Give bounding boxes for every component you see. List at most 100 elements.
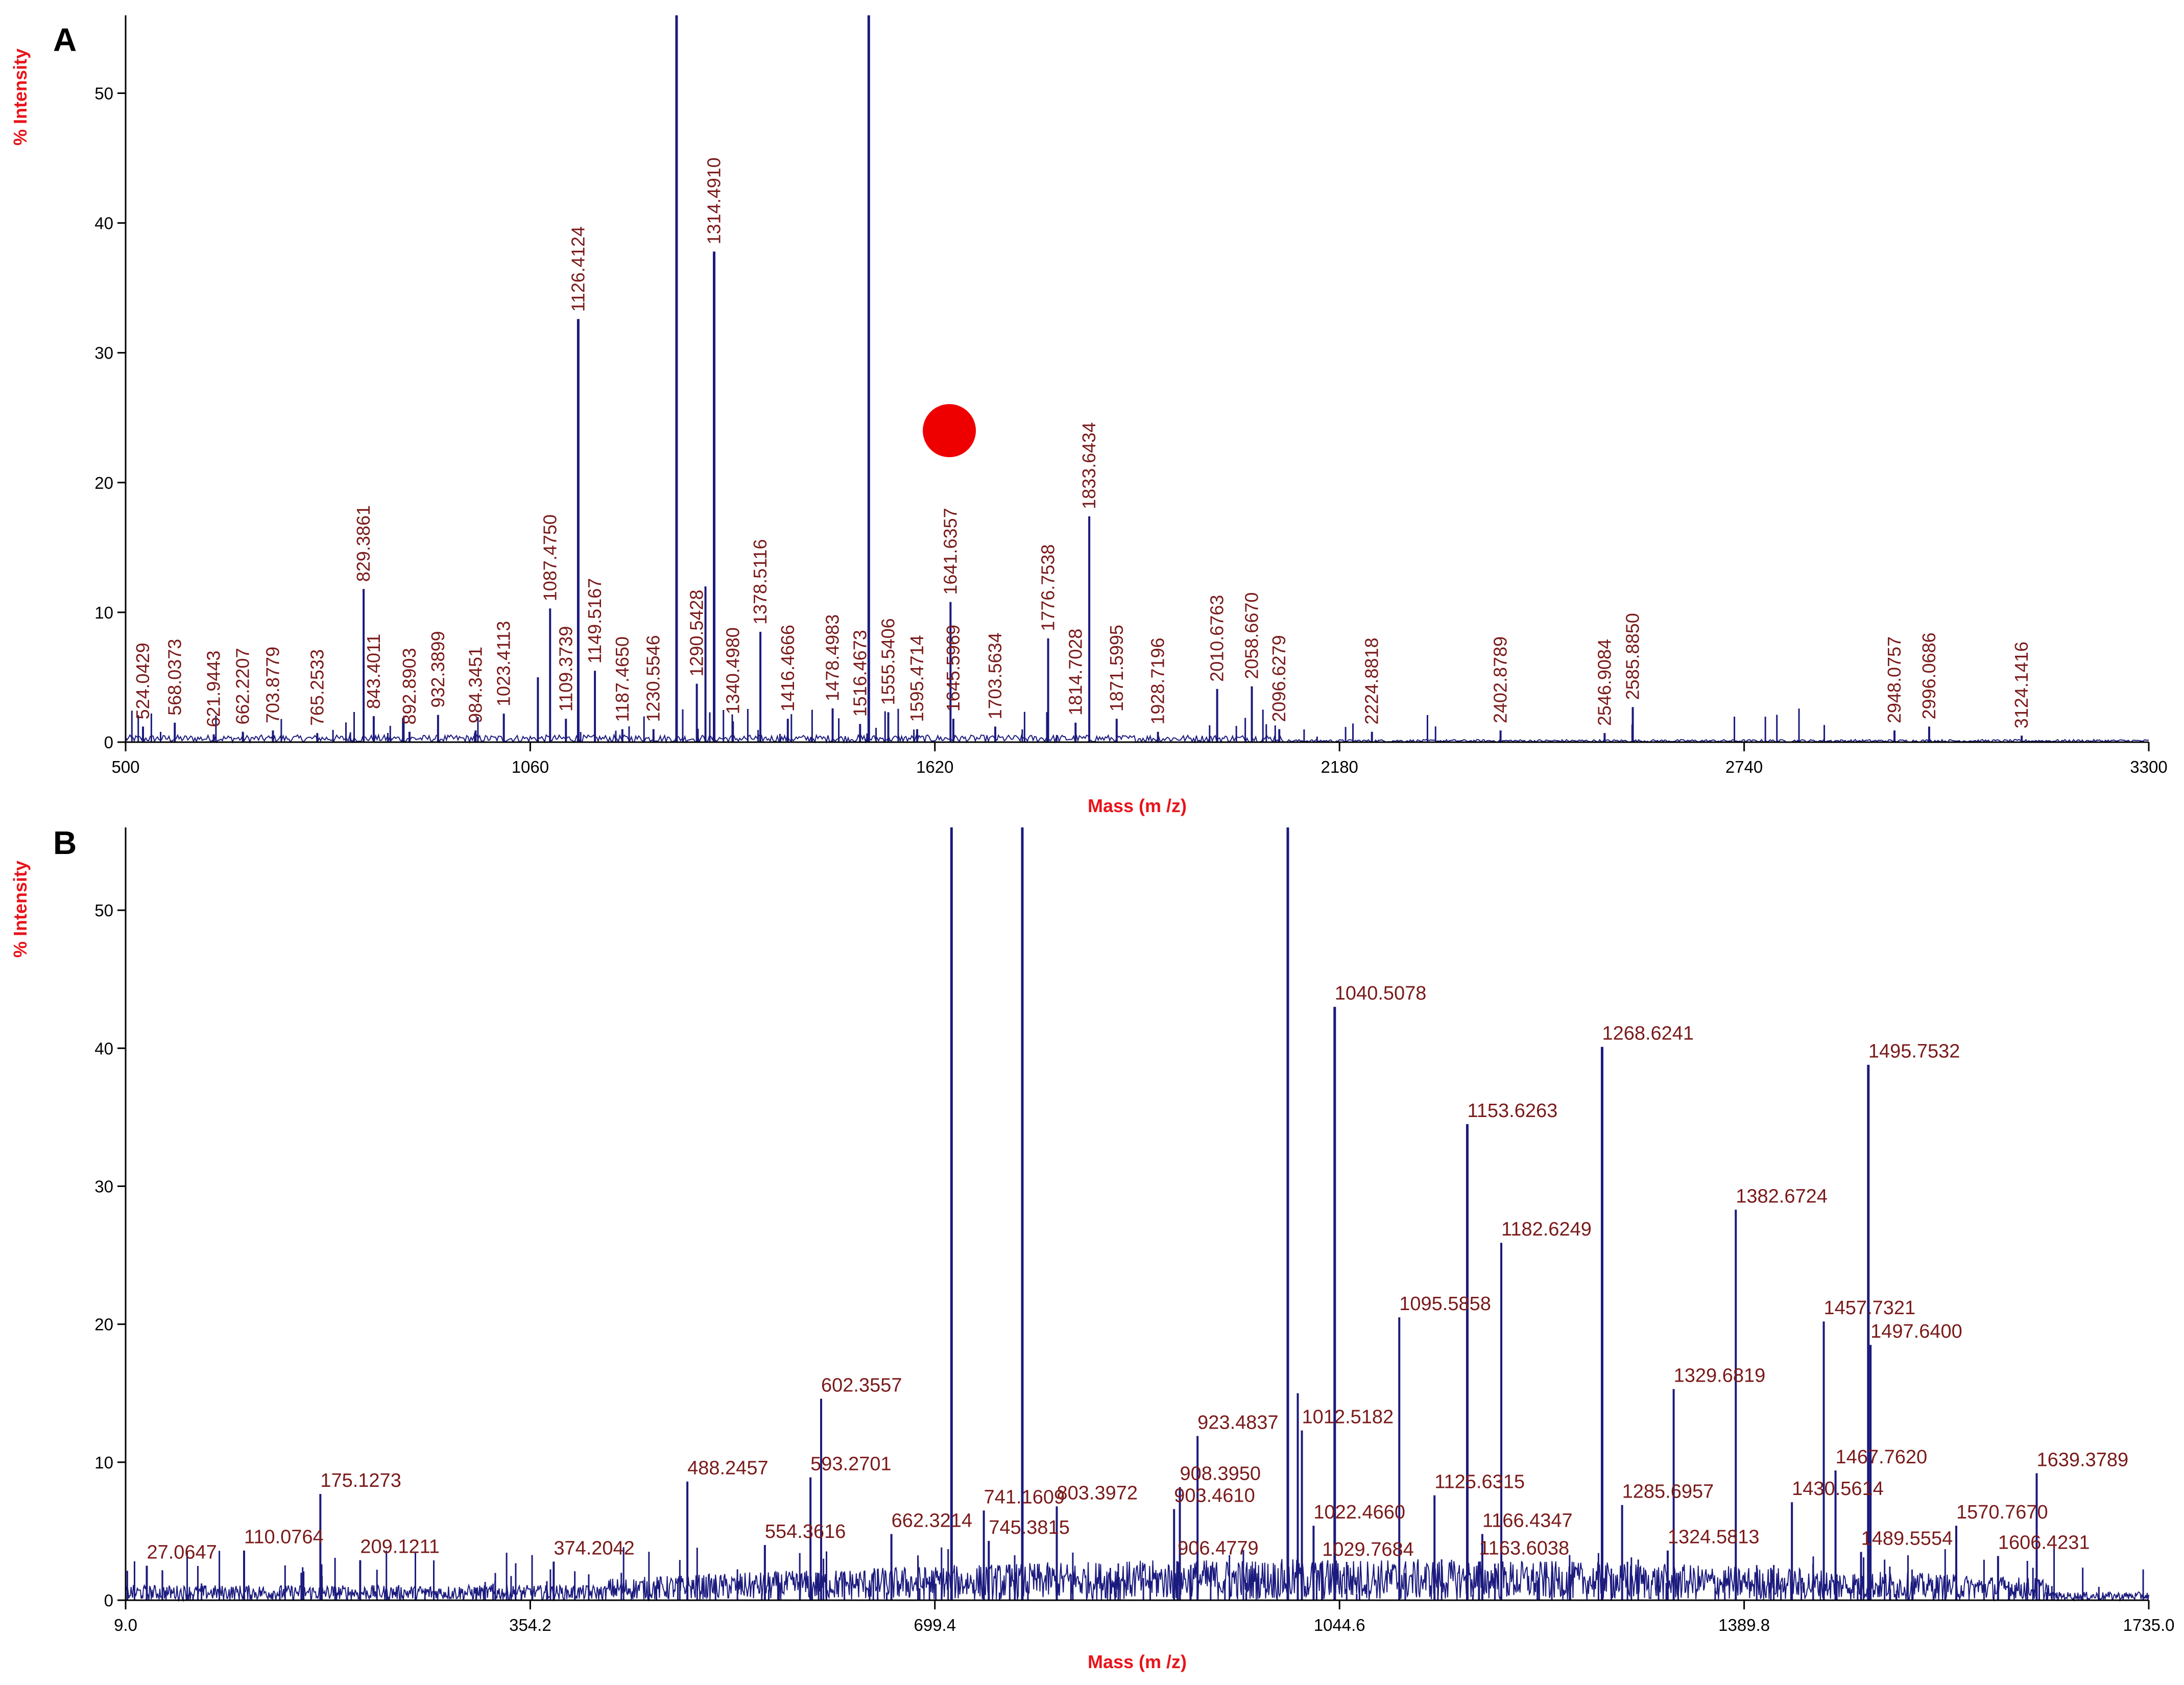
y-tick-label: 20 [94,473,113,492]
y-tick-label: 10 [94,1453,113,1472]
x-axis-title: Mass (m /z) [1088,795,1187,816]
peak-label: 1125.6315 [1434,1472,1525,1493]
peak-label: 745.3815 [989,1517,1070,1538]
y-tick-label: 0 [104,733,113,752]
peak-label: 374.2042 [554,1537,635,1559]
x-tick-label: 2180 [1321,757,1358,776]
y-axis-title: % Intensity [10,861,31,958]
peak-label: 1928.7196 [1147,637,1168,724]
peak-label: 1040.5078 [1335,983,1427,1004]
peak-label: 1814.7028 [1065,629,1086,716]
peak-label: 1833.6434 [1078,422,1099,509]
peak-label: 2585.8850 [1622,613,1643,700]
baseline-trace [125,733,2149,744]
peak-label: 1378.5116 [750,539,771,625]
axes: 0 10 20 30 40 50 9.0 354.2 699.4 1044.6 1389.8 1735… [94,827,2174,1634]
x-tick-label: 3300 [2130,757,2167,776]
peak-label: 1149.5167 [584,578,605,664]
peak-label: 1314.4910 [704,157,725,244]
peak-label: 908.3950 [1180,1463,1261,1484]
x-axis-title: Mass (m /z) [1088,1651,1187,1672]
peak-label: 765.2533 [306,649,327,726]
baseline-noise [125,1559,2149,1602]
peak-label: 741.1609 [984,1486,1065,1508]
peak-label: 1324.5813 [1668,1527,1760,1548]
peak-label: 1478.4983 [822,614,843,701]
peak-label: 1570.7670 [1956,1502,2048,1523]
peak-label: 593.2701 [810,1454,892,1475]
peak-label: 1595.4714 [906,635,927,722]
peak-label: 829.3861 [353,505,374,582]
peak-label: 843.4011 [363,634,384,709]
y-tick-label: 0 [104,1591,113,1610]
y-tick-label: 50 [94,901,113,920]
peak-label: 1776.7538 [1038,544,1059,631]
peak-label: 1416.4666 [777,625,798,711]
peak-label: 1087.4750 [539,514,560,601]
peak-label: 1489.5554 [1861,1528,1953,1549]
peak-label: 932.3899 [427,631,448,707]
peak-label: 524.0429 [132,643,153,719]
peak-label: 1126.4124 [567,226,588,312]
peak-label: 1329.6819 [1674,1365,1766,1387]
peak-label: 1187.4650 [612,636,633,722]
peak-label: 1023.4113 [493,621,514,707]
peak-label: 1430.5614 [1792,1478,1884,1500]
peak-label: 1012.5182 [1302,1407,1394,1428]
peak-label: 2996.0686 [1918,632,1939,719]
peak-label: 662.2207 [232,648,253,725]
peak-label: 1606.4231 [1998,1532,2090,1554]
peak-label: 1182.6249 [1501,1219,1592,1240]
peak-label: 3124.1416 [2011,642,2032,728]
peak-label: 1153.6263 [1467,1100,1557,1122]
x-tick-label: 1060 [512,757,549,776]
x-tick-label: 2740 [1725,757,1763,776]
peak-label: 1639.3789 [2037,1449,2129,1470]
peak-label: 903.4610 [1174,1485,1255,1507]
peak-label: 621.9443 [203,651,224,727]
peak-label: 2010.6763 [1207,595,1228,682]
peak-label: 906.4779 [1178,1537,1259,1559]
axes: 0 10 20 30 40 50 500 1060 1620 2180 2740 3300 [94,15,2168,776]
y-tick-label: 30 [94,344,113,363]
peak-label: 1230.5546 [643,635,664,722]
peak-label: 1340.4980 [722,627,743,714]
x-tick-label: 1735.0 [2123,1616,2175,1634]
peak-label: 923.4837 [1197,1412,1279,1433]
x-tick-label: 1044.6 [1314,1616,1365,1634]
peak-label: 1382.6724 [1736,1185,1828,1207]
peak-label: 27.0647 [147,1541,217,1563]
peak-label: 554.3616 [765,1521,846,1542]
peak-label: 488.2457 [687,1458,769,1479]
x-tick-label: 1389.8 [1718,1616,1770,1634]
peak-label: 1703.5634 [985,632,1005,719]
peak-label: 1516.4673 [849,630,870,717]
peak-label: 2096.6279 [1268,635,1289,722]
x-tick-label: 354.2 [509,1616,551,1634]
peak-label: 662.3214 [892,1510,973,1531]
peaks [142,15,2023,742]
x-tick-label: 9.0 [114,1616,137,1634]
y-tick-label: 20 [94,1315,113,1334]
peak-label: 984.3451 [465,647,486,723]
panel-letter: B [53,824,77,861]
peak-label: 1022.4660 [1313,1502,1405,1523]
peak-label: 175.1273 [320,1470,401,1491]
y-tick-label: 40 [94,1039,113,1058]
y-tick-label: 30 [94,1177,113,1196]
peak-label: 110.0764 [244,1527,324,1548]
peak-label: 1645.5969 [943,625,964,711]
peak-label: 1290.5428 [686,589,707,676]
panel-b: B 27.0647 110.0764 175.1273 209.1211 374.2042… [10,824,2174,1672]
red-dot-marker [923,404,976,458]
peak-labels: 524.0429 568.0373 621.9443 662.2207 703.8779… [132,157,2032,728]
panel-a: A 524.0429 568.0373 621.9443 662.2207 703.877… [10,15,2168,816]
panel-letter: A [53,21,77,58]
peak-label: 803.3972 [1057,1482,1138,1504]
peak-label: 2058.6670 [1241,592,1262,679]
peak-label: 1495.7532 [1868,1041,1960,1062]
peak-label: 2224.8818 [1361,637,1382,724]
y-tick-label: 40 [94,214,113,233]
x-tick-label: 699.4 [914,1616,956,1634]
peak-label: 602.3557 [821,1375,902,1396]
